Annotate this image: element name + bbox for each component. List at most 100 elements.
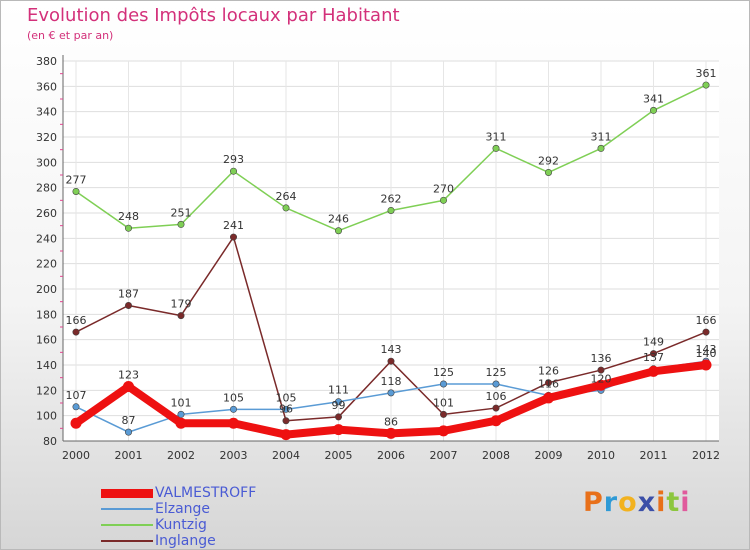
x-tick-label-2005: 2005 — [325, 449, 353, 462]
data-label-inglange-2002: 179 — [171, 298, 192, 311]
data-label-kuntzig-2010: 311 — [591, 130, 612, 143]
legend-swatch-inglange — [101, 540, 153, 542]
point-valmestroff-2007 — [438, 425, 449, 437]
data-label-inglange-2007: 101 — [433, 396, 454, 409]
y-tick-label-260: 260 — [36, 207, 57, 220]
point-valmestroff-2003 — [228, 417, 239, 429]
point-kuntzig-2000 — [72, 187, 80, 195]
y-tick-label-120: 120 — [36, 384, 57, 397]
data-label-inglange-2008: 106 — [486, 390, 507, 403]
proxiti-logo: Proxiti — [583, 487, 691, 518]
point-inglange-2000 — [72, 328, 80, 336]
data-label-kuntzig-2000: 277 — [66, 173, 87, 186]
data-label-inglange-2000: 166 — [66, 314, 87, 327]
x-tick-label-2003: 2003 — [220, 449, 248, 462]
point-elzange-2003 — [230, 405, 238, 413]
point-kuntzig-2010 — [597, 144, 605, 152]
logo-letter: P — [583, 487, 604, 518]
legend-label-elzange: Elzange — [155, 501, 211, 517]
point-valmestroff-2001 — [123, 381, 134, 393]
point-kuntzig-2002 — [177, 220, 185, 228]
point-kuntzig-2007 — [439, 196, 447, 204]
point-valmestroff-2005 — [333, 424, 344, 436]
point-elzange-2006 — [387, 389, 395, 397]
point-kuntzig-2009 — [544, 168, 552, 176]
y-tick-label-140: 140 — [36, 359, 57, 372]
data-label-elzange-2009: 116 — [538, 377, 559, 390]
point-elzange-2000 — [72, 403, 80, 411]
data-label-inglange-2006: 143 — [381, 343, 402, 356]
chart-title: Evolution des Impôts locaux par Habitant — [27, 5, 400, 26]
point-elzange-2001 — [125, 428, 133, 436]
chart-subtitle: (en € et par an) — [27, 29, 114, 42]
x-tick-label-2010: 2010 — [587, 449, 615, 462]
point-inglange-2005 — [334, 413, 342, 421]
point-elzange-2008 — [492, 380, 500, 388]
data-label-inglange-2003: 241 — [223, 219, 244, 232]
point-valmestroff-2002 — [175, 417, 187, 429]
y-tick-label-80: 80 — [43, 435, 57, 448]
point-elzange-2002 — [177, 410, 185, 418]
data-label-elzange-2001: 87 — [122, 414, 136, 427]
point-inglange-2011 — [649, 350, 657, 358]
y-tick-label-100: 100 — [36, 410, 57, 423]
x-tick-label-2011: 2011 — [640, 449, 668, 462]
legend-label-valmestroff: VALMESTROFF — [155, 485, 257, 501]
point-kuntzig-2004 — [282, 204, 290, 212]
y-tick-label-240: 240 — [36, 232, 57, 245]
point-valmestroff-2006 — [385, 427, 397, 439]
point-inglange-2006 — [387, 357, 395, 365]
point-valmestroff-2010 — [595, 379, 607, 391]
data-label-kuntzig-2008: 311 — [486, 130, 507, 143]
y-tick-label-220: 220 — [36, 258, 57, 271]
y-tick-label-340: 340 — [36, 106, 57, 119]
data-label-valmestroff-2006: 86 — [384, 415, 398, 428]
logo-letter: o — [618, 487, 638, 518]
data-label-kuntzig-2012: 361 — [696, 67, 717, 80]
legend-label-kuntzig: Kuntzig — [155, 517, 207, 533]
data-label-kuntzig-2009: 292 — [538, 154, 559, 167]
x-tick-label-2007: 2007 — [430, 449, 458, 462]
data-label-elzange-2005: 111 — [328, 384, 349, 397]
data-label-elzange-2004: 105 — [276, 391, 297, 404]
data-label-elzange-2006: 118 — [381, 375, 402, 388]
legend-item-inglange: Inglange — [101, 533, 361, 549]
legend-swatch-elzange — [101, 508, 153, 510]
x-tick-label-2012: 2012 — [692, 449, 720, 462]
point-kuntzig-2008 — [492, 144, 500, 152]
data-label-kuntzig-2002: 251 — [171, 206, 192, 219]
legend-label-inglange: Inglange — [155, 533, 216, 549]
x-tick-label-2006: 2006 — [377, 449, 405, 462]
point-kuntzig-2003 — [230, 167, 238, 175]
data-label-elzange-2000: 107 — [66, 389, 87, 402]
point-valmestroff-2012 — [700, 359, 712, 371]
data-label-elzange-2003: 105 — [223, 391, 244, 404]
point-inglange-2003 — [230, 233, 238, 241]
data-label-kuntzig-2003: 293 — [223, 153, 244, 166]
point-inglange-2004 — [282, 417, 290, 425]
y-tick-label-320: 320 — [36, 131, 57, 144]
x-tick-label-2008: 2008 — [482, 449, 510, 462]
data-label-inglange-2004: 96 — [279, 403, 293, 416]
logo-letter: t — [666, 487, 681, 518]
y-tick-label-200: 200 — [36, 283, 57, 296]
legend-swatch-valmestroff — [101, 489, 153, 498]
x-tick-label-2001: 2001 — [115, 449, 143, 462]
point-inglange-2010 — [597, 366, 605, 374]
data-label-valmestroff-2012: 140 — [696, 347, 717, 360]
point-inglange-2012 — [702, 328, 710, 336]
point-inglange-2002 — [177, 312, 185, 320]
data-label-kuntzig-2001: 248 — [118, 210, 139, 223]
point-elzange-2007 — [439, 380, 447, 388]
data-label-kuntzig-2011: 341 — [643, 92, 664, 105]
point-valmestroff-2000 — [70, 417, 82, 429]
point-inglange-2007 — [439, 410, 447, 418]
data-label-elzange-2012: 143 — [696, 343, 717, 356]
data-label-inglange-2001: 187 — [118, 287, 139, 300]
point-kuntzig-2005 — [334, 227, 342, 235]
x-tick-label-2000: 2000 — [62, 449, 90, 462]
data-label-elzange-2008: 125 — [486, 366, 507, 379]
data-label-kuntzig-2006: 262 — [381, 192, 402, 205]
data-label-inglange-2011: 149 — [643, 336, 664, 349]
